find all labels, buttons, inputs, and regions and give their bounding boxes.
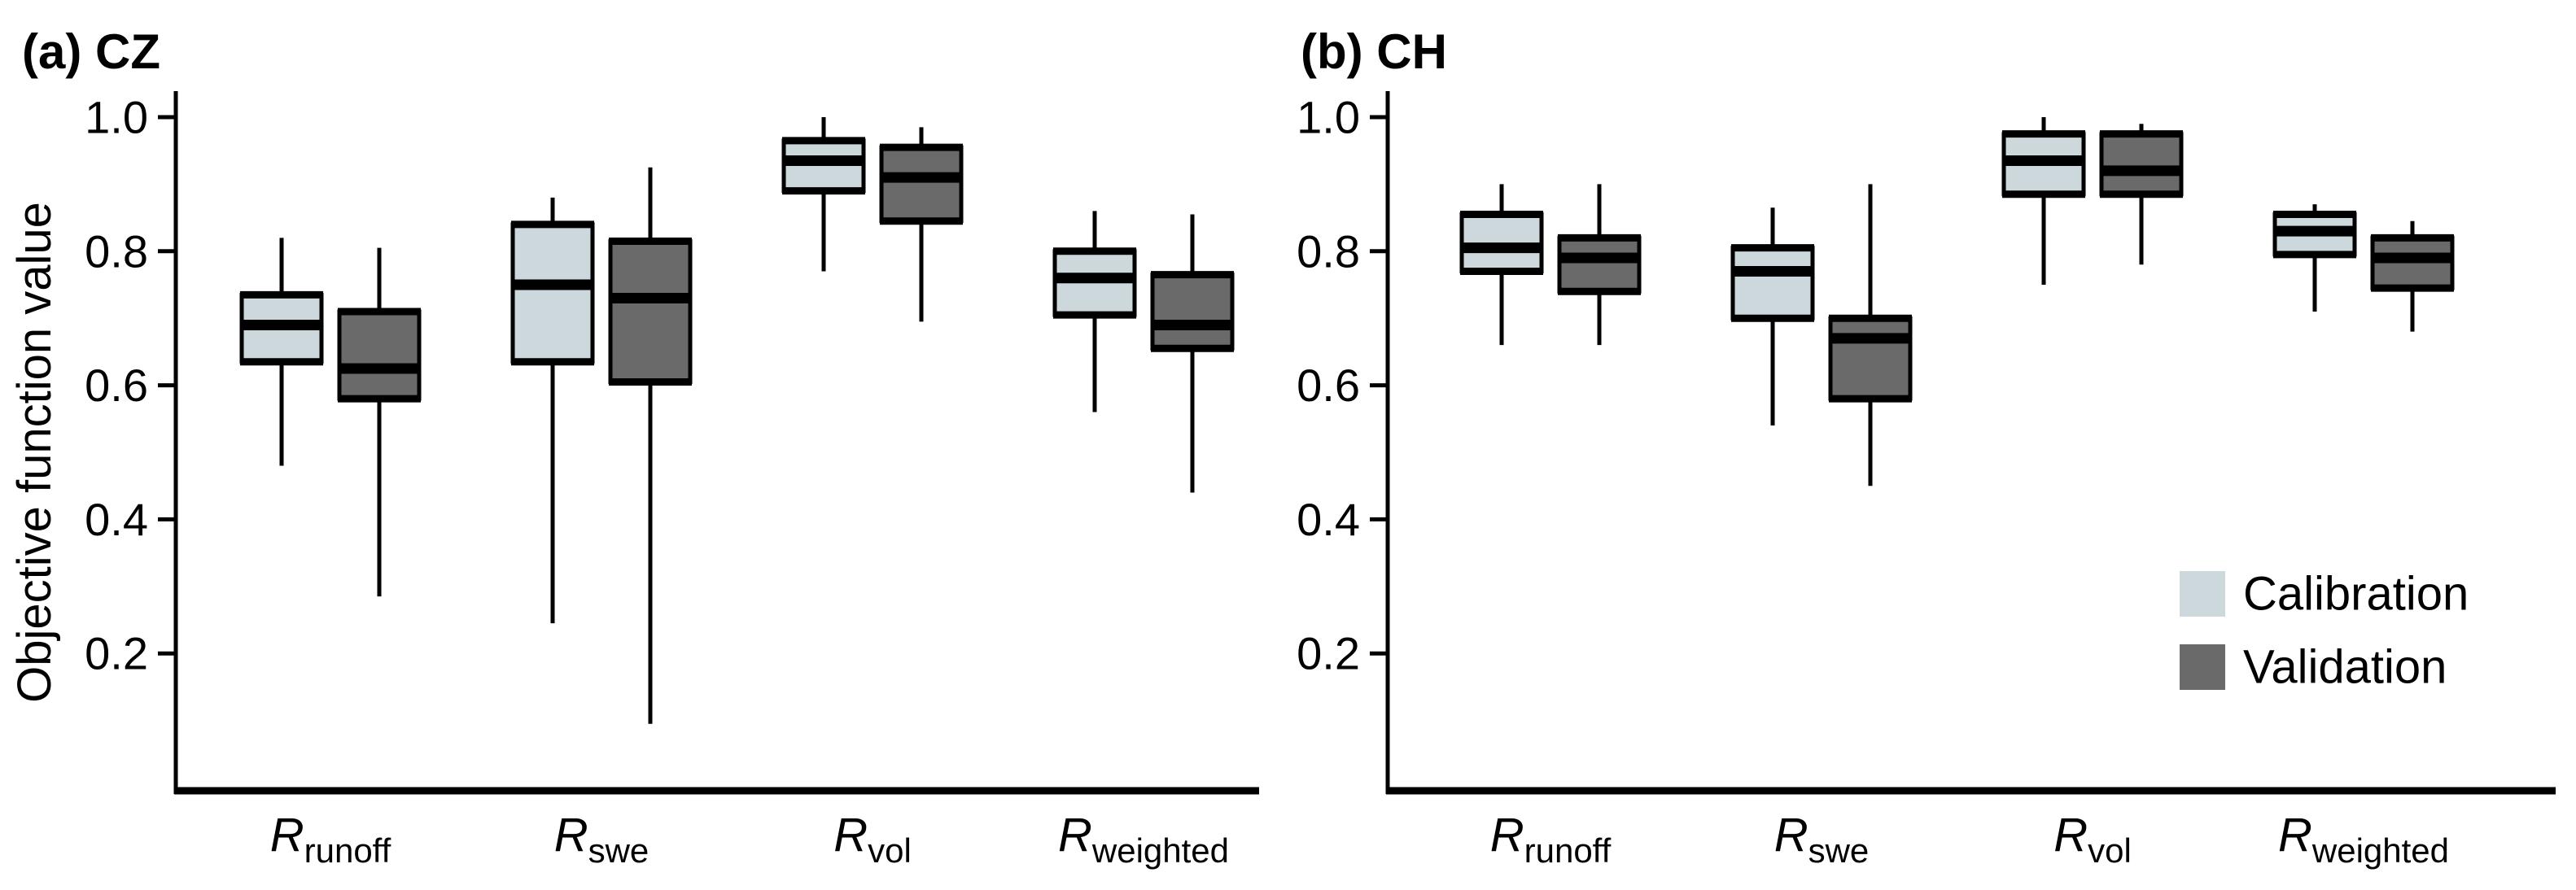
box-calibration-swe <box>1730 207 1815 426</box>
x-category-label: Rrunoff <box>270 809 391 870</box>
y-tick-label: 1.0 <box>1297 92 1360 143</box>
x-category-label: Rrunoff <box>1490 809 1612 870</box>
x-category-subscript: swe <box>588 831 649 870</box>
iqr-box <box>608 238 693 384</box>
box-calibration-weighted <box>2272 204 2357 312</box>
iqr-box <box>1150 273 1235 351</box>
box-calibration-vol <box>2001 117 2086 285</box>
box-validation-vol <box>2099 124 2184 265</box>
legend-label-calibration: Calibration <box>2243 568 2469 621</box>
iqr-box <box>337 309 422 401</box>
y-tick-label: 1.0 <box>85 92 148 143</box>
x-category-subscript: swe <box>1808 831 1870 870</box>
y-tick-label: 0.2 <box>85 628 148 679</box>
x-category-subscript: weighted <box>1091 831 1229 870</box>
legend-label-validation: Validation <box>2243 641 2447 694</box>
x-category-subscript: runoff <box>304 831 391 870</box>
box-validation-runoff <box>337 247 422 597</box>
x-category-base: R <box>1058 809 1092 862</box>
box-validation-weighted <box>2370 220 2455 332</box>
x-category-base: R <box>2053 809 2088 862</box>
iqr-box <box>510 222 595 364</box>
y-tick-label: 0.4 <box>1297 494 1360 545</box>
x-category-base: R <box>554 809 588 862</box>
box-calibration-vol <box>781 117 866 272</box>
panel-b-title: (b) CH <box>1301 24 1447 79</box>
box-validation-swe <box>608 167 693 724</box>
y-tick-label: 0.6 <box>85 360 148 411</box>
x-category-subscript: vol <box>2088 831 2132 870</box>
x-category-base: R <box>833 809 868 862</box>
x-category-base: R <box>2278 809 2312 862</box>
x-category-base: R <box>270 809 304 862</box>
box-validation-vol <box>879 127 964 322</box>
legend: Calibration Validation <box>2180 568 2469 694</box>
y-tick-label: 0.8 <box>1297 225 1360 277</box>
x-category-base: R <box>1774 809 1808 862</box>
y-axis-label: Objective function value <box>8 202 61 703</box>
y-tick-label: 0.8 <box>85 225 148 277</box>
box-validation-swe <box>1828 184 1913 486</box>
x-category-label: Rswe <box>1774 809 1870 870</box>
legend-swatch-validation <box>2180 644 2225 690</box>
iqr-box <box>2099 132 2184 197</box>
x-category-label: Rweighted <box>1058 809 1229 870</box>
x-category-subscript: vol <box>868 831 912 870</box>
box-validation-runoff <box>1557 184 1642 346</box>
iqr-box <box>1557 235 1642 294</box>
iqr-box <box>1828 316 1913 401</box>
box-validation-weighted <box>1150 214 1235 493</box>
y-tick-label: 0.6 <box>1297 360 1360 411</box>
x-category-subscript: weighted <box>2311 831 2449 870</box>
y-tick-label: 0.2 <box>1297 628 1360 679</box>
x-category-subscript: runoff <box>1524 831 1612 870</box>
box-calibration-weighted <box>1052 211 1137 412</box>
x-category-label: Rswe <box>554 809 649 870</box>
panel-a-title: (a) CZ <box>22 24 160 79</box>
box-calibration-swe <box>510 197 595 624</box>
box-calibration-runoff <box>239 238 324 466</box>
legend-swatch-calibration <box>2180 571 2225 617</box>
x-category-label: Rvol <box>2053 809 2132 870</box>
box-calibration-runoff <box>1459 184 1544 346</box>
y-tick-label: 0.4 <box>85 494 148 545</box>
x-category-label: Rweighted <box>2278 809 2449 870</box>
x-category-base: R <box>1490 809 1524 862</box>
x-category-label: Rvol <box>833 809 912 870</box>
iqr-box <box>879 145 964 224</box>
iqr-box <box>1730 246 1815 321</box>
